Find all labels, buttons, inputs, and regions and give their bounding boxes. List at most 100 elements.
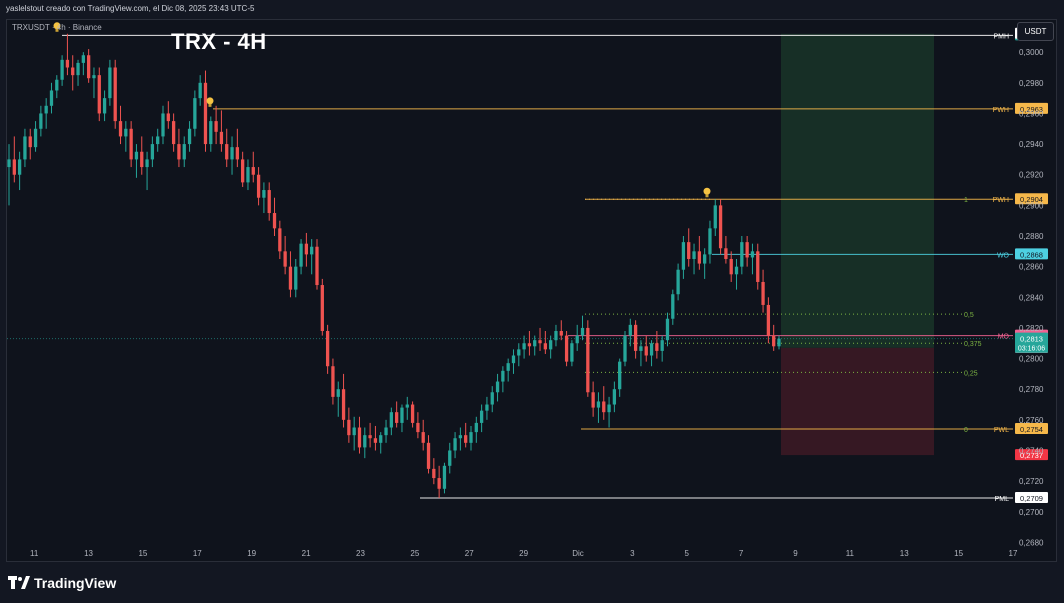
time-tick-label: 5 xyxy=(685,549,690,558)
candle-body xyxy=(363,435,367,448)
bulb-glass xyxy=(206,97,214,105)
candle-body xyxy=(660,340,664,351)
lightbulb-icon xyxy=(703,187,711,198)
candle-body xyxy=(479,410,484,423)
candle-body xyxy=(161,113,165,137)
candle-body xyxy=(607,404,611,413)
candle-body xyxy=(373,438,378,443)
countdown-text: 03:16:06 xyxy=(1018,346,1045,353)
candle-body xyxy=(410,404,415,423)
candle-body xyxy=(490,392,494,405)
candle-body xyxy=(299,243,303,267)
candle-body xyxy=(124,128,128,137)
fib-label: 0,375 xyxy=(964,341,982,348)
candle-body xyxy=(60,59,64,80)
time-tick-label: Dic xyxy=(572,549,584,558)
time-tick-label: 29 xyxy=(519,549,528,558)
candle-body xyxy=(772,335,776,347)
candle-body xyxy=(432,468,436,479)
price-axis: 0,3000 0,2980 0,2960 0,2940 0,2920 0,2900 0,28… xyxy=(1019,48,1044,547)
candles xyxy=(7,33,781,498)
time-tick-label: 9 xyxy=(793,549,798,558)
candle-body xyxy=(251,167,255,175)
candle-body xyxy=(134,151,139,160)
candle-body xyxy=(426,442,431,469)
candle-body xyxy=(506,363,510,371)
footer-bar xyxy=(0,562,1064,603)
time-tick-label: 25 xyxy=(410,549,419,558)
fib-label: 0,5 xyxy=(964,312,974,319)
candle-body xyxy=(156,136,160,145)
candle-body xyxy=(219,131,224,145)
candle-body xyxy=(203,82,208,145)
candle-body xyxy=(262,190,266,198)
candle-body xyxy=(87,55,91,79)
price-tick-label: 0,2680 xyxy=(1019,538,1044,547)
tradingview-logo[interactable]: TradingView xyxy=(8,575,116,591)
candle-body xyxy=(745,242,749,258)
price-tick-label: 0,3000 xyxy=(1019,48,1044,57)
level-price-tag-text: 0,2868 xyxy=(1020,250,1043,259)
level-label: MO xyxy=(998,334,1010,341)
time-tick-label: 21 xyxy=(302,549,311,558)
candle-body xyxy=(533,340,537,347)
long-target-zone xyxy=(781,33,934,348)
candle-body xyxy=(241,159,245,183)
level-label: PWL xyxy=(994,427,1009,434)
candle-body xyxy=(166,113,170,122)
level-price-tag xyxy=(1015,491,1048,503)
candle-body xyxy=(442,465,447,489)
candle-body xyxy=(761,281,765,305)
candle-body xyxy=(395,412,399,423)
candle-body xyxy=(724,248,728,259)
brand-name: TradingView xyxy=(34,575,117,591)
fib-label: 1 xyxy=(964,197,968,204)
level-price-tag-text: 0,2754 xyxy=(1020,425,1043,434)
price-tick-label: 0,2840 xyxy=(1019,293,1044,302)
candle-body xyxy=(591,392,595,408)
time-tick-label: 13 xyxy=(84,549,93,558)
time-tick-label: 17 xyxy=(1009,549,1018,558)
price-tick-label: 0,2780 xyxy=(1019,385,1044,394)
candle-body xyxy=(102,98,107,114)
candle-body xyxy=(474,422,478,433)
candle-body xyxy=(708,228,712,255)
stop-loss-zone xyxy=(781,347,934,456)
candle-body xyxy=(554,330,558,341)
bulb-glass xyxy=(703,187,711,195)
candle-body xyxy=(586,327,590,393)
candle-body xyxy=(633,324,638,351)
candle-body xyxy=(357,427,362,448)
candle-body xyxy=(182,144,186,160)
candle-body xyxy=(17,159,22,175)
candle-body xyxy=(538,340,542,344)
candle-body xyxy=(225,144,229,160)
extra-price-tag xyxy=(1015,449,1048,461)
bulb-markers xyxy=(53,22,711,198)
currency-button[interactable]: USDT xyxy=(1017,22,1054,41)
candle-body xyxy=(171,121,176,145)
candle-body xyxy=(453,438,457,451)
candle-body xyxy=(602,401,606,413)
bulb-base xyxy=(208,103,212,107)
candle-body xyxy=(713,205,717,229)
candle-body xyxy=(618,361,622,390)
candle-body xyxy=(118,121,123,137)
candle-body xyxy=(458,435,463,439)
candle-body xyxy=(596,401,601,408)
candle-body xyxy=(649,343,654,356)
candle-body xyxy=(501,370,505,382)
candle-body xyxy=(580,327,585,336)
lightbulb-icon xyxy=(53,22,61,32)
candle-body xyxy=(416,422,420,433)
candle-body xyxy=(108,67,112,99)
candle-body xyxy=(559,330,563,336)
candle-body xyxy=(687,242,691,259)
candle-body xyxy=(256,174,261,198)
candle-body xyxy=(304,243,309,255)
candle-body xyxy=(400,407,404,423)
price-tick-label: 0,2960 xyxy=(1019,109,1044,118)
candle-body xyxy=(341,389,346,420)
candle-body xyxy=(193,98,197,129)
price-chart[interactable]: PMH0,3011PWH0,2963PWH0,2904WO0,2868MO0,2… xyxy=(0,0,1064,562)
